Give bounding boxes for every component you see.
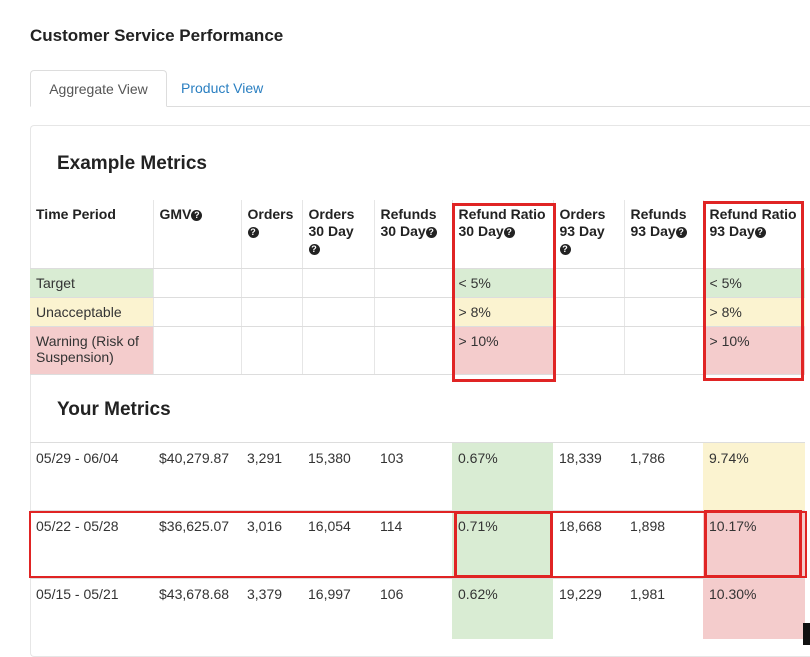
ratio-93: 9.74% xyxy=(703,442,805,511)
table-row: 05/22 - 05/28 $36,625.07 3,016 16,054 11… xyxy=(30,510,805,579)
table-row: Warning (Risk of Suspension) > 10% > 10% xyxy=(30,326,805,375)
gmv: $36,625.07 xyxy=(153,510,241,579)
ratio-93: 10.17% xyxy=(703,510,805,579)
refunds-93: 1,898 xyxy=(624,510,703,579)
your-metrics-title: Your Metrics xyxy=(57,399,171,420)
header-orders-93-day: Orders 93 Day? xyxy=(553,200,625,269)
refunds-93: 1,981 xyxy=(624,578,703,639)
orders: 3,291 xyxy=(241,442,302,511)
question-circle-icon[interactable]: ? xyxy=(754,227,766,238)
refunds-30: 114 xyxy=(374,510,452,579)
row-label-warning: Warning (Risk of Suspension) xyxy=(30,326,154,375)
header-time-period: Time Period xyxy=(30,200,154,269)
refunds-30: 103 xyxy=(374,442,452,511)
ratio-30: 0.62% xyxy=(452,578,553,639)
warning-ratio-30: > 10% xyxy=(452,326,554,375)
orders-30: 16,997 xyxy=(302,578,374,639)
ratio-30: 0.67% xyxy=(452,442,553,511)
header-orders-30-day: Orders 30 Day? xyxy=(302,200,375,269)
view-tabs: Aggregate View Product View xyxy=(30,70,810,107)
header-refund-ratio-93-day: Refund Ratio 93 Day? xyxy=(703,200,805,269)
question-circle-icon[interactable]: ? xyxy=(675,227,687,238)
orders: 3,379 xyxy=(241,578,302,639)
row-label-target: Target xyxy=(30,268,154,298)
refunds-93: 1,786 xyxy=(624,442,703,511)
table-row: 05/29 - 06/04 $40,279.87 3,291 15,380 10… xyxy=(30,442,805,511)
period: 05/22 - 05/28 xyxy=(30,510,153,579)
header-refunds-93-day: Refunds 93 Day? xyxy=(624,200,704,269)
period: 05/29 - 06/04 xyxy=(30,442,153,511)
header-gmv: GMV? xyxy=(153,200,242,269)
gmv: $43,678.68 xyxy=(153,578,241,639)
ratio-93: 10.30% xyxy=(703,578,805,639)
orders-93: 18,339 xyxy=(553,442,624,511)
question-circle-icon[interactable]: ? xyxy=(247,227,259,238)
question-circle-icon[interactable]: ? xyxy=(503,227,515,238)
tab-aggregate-view[interactable]: Aggregate View xyxy=(30,70,167,107)
table-row: Unacceptable > 8% > 8% xyxy=(30,297,805,327)
header-refunds-30-day: Refunds 30 Day? xyxy=(374,200,453,269)
row-label-unacceptable: Unacceptable xyxy=(30,297,154,327)
example-metrics-title: Example Metrics xyxy=(57,153,207,174)
target-ratio-30: < 5% xyxy=(452,268,554,298)
period: 05/15 - 05/21 xyxy=(30,578,153,639)
example-metrics-table: Time Period GMV? Orders? Orders 30 Day? … xyxy=(30,200,805,375)
header-refund-ratio-30-day: Refund Ratio 30 Day? xyxy=(452,200,554,269)
question-circle-icon[interactable]: ? xyxy=(425,227,437,238)
question-circle-icon[interactable]: ? xyxy=(308,244,320,255)
page-title: Customer Service Performance xyxy=(30,26,284,45)
ratio-30: 0.71% xyxy=(452,510,553,579)
question-circle-icon[interactable]: ? xyxy=(559,244,571,255)
orders-93: 18,668 xyxy=(553,510,624,579)
your-metrics-table: 05/29 - 06/04 $40,279.87 3,291 15,380 10… xyxy=(30,442,805,639)
gmv: $40,279.87 xyxy=(153,442,241,511)
target-ratio-93: < 5% xyxy=(703,268,805,298)
orders-30: 16,054 xyxy=(302,510,374,579)
question-circle-icon[interactable]: ? xyxy=(191,210,203,221)
orders: 3,016 xyxy=(241,510,302,579)
unacceptable-ratio-30: > 8% xyxy=(452,297,554,327)
unacceptable-ratio-93: > 8% xyxy=(703,297,805,327)
orders-93: 19,229 xyxy=(553,578,624,639)
tab-product-view[interactable]: Product View xyxy=(181,80,264,96)
orders-30: 15,380 xyxy=(302,442,374,511)
text-cursor xyxy=(803,623,810,645)
table-row: 05/15 - 05/21 $43,678.68 3,379 16,997 10… xyxy=(30,578,805,639)
header-orders: Orders? xyxy=(241,200,303,269)
refunds-30: 106 xyxy=(374,578,452,639)
warning-ratio-93: > 10% xyxy=(703,326,805,375)
table-row: Target < 5% < 5% xyxy=(30,268,805,298)
